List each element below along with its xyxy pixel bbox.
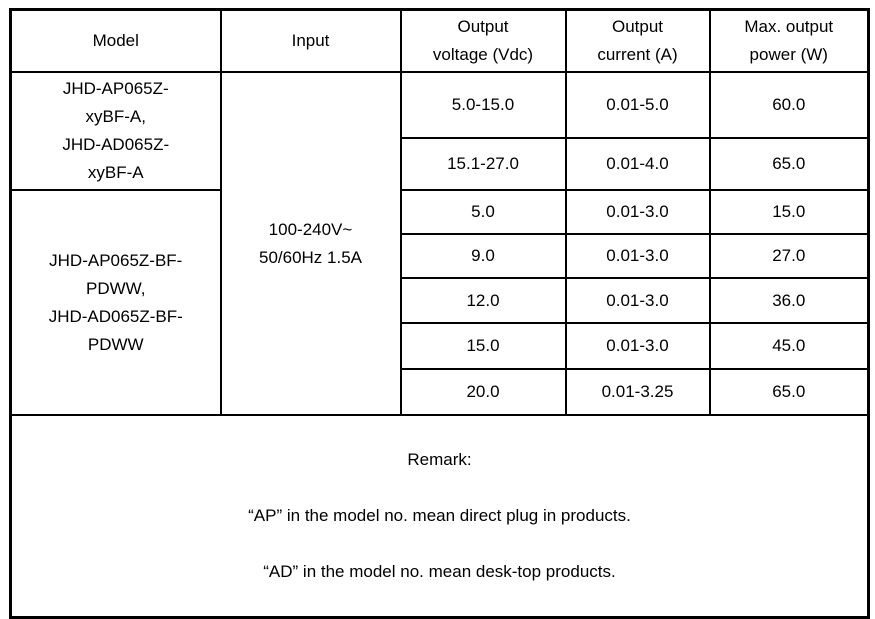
input-cell: 100-240V~ 50/60Hz 1.5A [219,71,402,416]
voltage-cell: 12.0 [399,277,567,324]
table-row: 15.1-27.0 0.01-4.0 65.0 [11,137,870,191]
power-cell: 15.0 [708,189,870,235]
voltage-cell: 15.1-27.0 [399,137,567,191]
header-row: Model Input Output voltage (Vdc) Output … [9,8,870,73]
voltage-cell: 5.0-15.0 [399,71,567,139]
column-header-output-voltage: Output voltage (Vdc) [399,8,567,73]
current-cell: 0.01-5.0 [564,71,711,139]
table-row: 20.0 0.01-3.25 65.0 [11,368,870,416]
current-cell: 0.01-4.0 [564,137,711,191]
remark-line-ap: “AP” in the model no. mean direct plug i… [248,506,631,525]
power-cell: 36.0 [708,277,870,324]
voltage-cell: 15.0 [399,322,567,370]
current-cell: 0.01-3.0 [564,189,711,235]
remark-cell: Remark: “AP” in the model no. mean direc… [9,414,870,619]
voltage-cell: 5.0 [399,189,567,235]
model-group-2-cell: JHD-AP065Z-BF- PDWW, JHD-AD065Z-BF- PDWW [9,189,222,416]
power-cell: 27.0 [708,233,870,279]
table-row: 12.0 0.01-3.0 36.0 [11,277,870,324]
voltage-cell: 9.0 [399,233,567,279]
remark-title: Remark: [407,450,472,469]
table-row: 15.0 0.01-3.0 45.0 [11,322,870,370]
power-cell: 65.0 [708,368,870,416]
current-cell: 0.01-3.0 [564,277,711,324]
column-header-input: Input [219,8,402,73]
column-header-output-current: Output current (A) [564,8,711,73]
document-page: Model Input Output voltage (Vdc) Output … [9,8,870,619]
power-spec-table: Model Input Output voltage (Vdc) Output … [9,8,870,619]
voltage-cell: 20.0 [399,368,567,416]
model-group-1-cell: JHD-AP065Z- xyBF-A, JHD-AD065Z- xyBF-A [9,71,222,191]
remark-line-ad: “AD” in the model no. mean desk-top prod… [263,562,616,581]
current-cell: 0.01-3.0 [564,322,711,370]
table-row: JHD-AP065Z- xyBF-A, JHD-AD065Z- xyBF-A 1… [9,71,870,416]
power-cell: 45.0 [708,322,870,370]
power-cell: 60.0 [708,71,870,139]
column-header-max-output-power: Max. output power (W) [708,8,870,73]
column-header-model: Model [9,8,222,73]
current-cell: 0.01-3.0 [564,233,711,279]
table-row: JHD-AP065Z-BF- PDWW, JHD-AD065Z-BF- PDWW… [9,189,870,416]
remark-row: Remark: “AP” in the model no. mean direc… [9,414,870,619]
power-cell: 65.0 [708,137,870,191]
table-row: 9.0 0.01-3.0 27.0 [11,233,870,279]
current-cell: 0.01-3.25 [564,368,711,416]
